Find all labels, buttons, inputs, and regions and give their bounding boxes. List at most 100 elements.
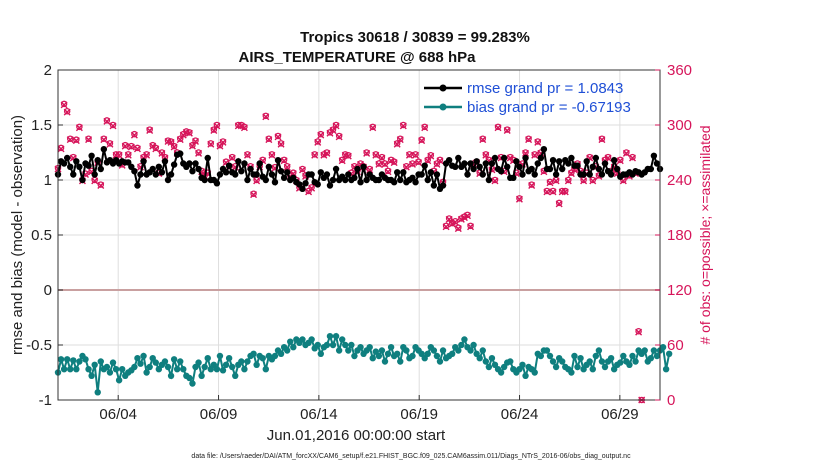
bias-point [88,372,95,379]
obs-possible-marker [146,126,153,133]
rmse-point [595,165,603,173]
obs-possible-marker [482,151,490,158]
y2-tick-label: 0 [667,392,675,409]
obs-possible-marker [549,187,557,195]
bias-point [204,355,211,362]
bias-point [225,355,233,362]
bias-point [449,350,456,357]
obs-assimilated-marker [363,149,371,157]
rmse-point [559,165,566,173]
obs-possible-marker [403,162,410,170]
obs-assimilated-marker [482,151,490,159]
obs-possible-marker [335,132,343,140]
rmse-point [461,160,468,167]
obs-assimilated-marker [63,108,71,116]
rmse-point [225,162,233,169]
obs-assimilated-marker [85,136,93,144]
obs-assimilated-marker [253,177,261,185]
rmse-point [161,158,169,165]
obs-possible-marker [60,100,68,108]
obs-possible-marker [629,153,636,161]
obs-assimilated-marker [393,140,401,148]
rmse-point [70,171,77,178]
obs-possible-marker [268,151,276,158]
obs-assimilated-marker [298,166,306,174]
bias-point [106,369,114,376]
bias-point [559,358,566,365]
obs-possible-marker [244,151,251,158]
obs-assimilated-marker [381,160,389,168]
bias-point [189,380,196,387]
rmse-point [412,179,419,186]
bias-point [650,347,658,354]
obs-possible-marker [121,141,129,149]
obs-possible-marker [323,149,331,156]
bias-point [342,341,349,349]
obs-possible-marker [125,151,132,158]
rmse-point [155,163,163,170]
obs-assimilated-marker [589,177,597,185]
bias-point [134,355,141,362]
bias-point [366,344,373,351]
obs-assimilated-marker [451,218,459,226]
obs-possible-marker [485,156,493,164]
obs-assimilated-marker [243,151,251,159]
obs-assimilated-marker [277,140,285,148]
rmse-point [607,171,615,178]
bias-point [568,369,575,376]
rmse-point [473,158,480,165]
rmse-point [565,160,572,167]
rmse-point [482,160,490,167]
y-tick-label: -0.5 [26,337,52,354]
rmse-point [445,157,453,164]
y2-tick-label: 360 [667,62,692,79]
rmse-point [137,171,144,178]
bias-point [369,355,376,362]
bias-point [470,341,477,349]
bias-point [393,350,401,357]
obs-possible-marker [70,153,77,161]
rmse-point [470,165,477,173]
rmse-point [131,168,138,175]
obs-assimilated-marker [561,188,569,196]
y2-axis-ticks: 0 60 120 180 240 300 360 [655,62,692,409]
obs-possible-marker [543,187,551,195]
bias-point [271,352,279,360]
obs-possible-marker [73,136,80,143]
bias-point [531,369,538,376]
bias-point [299,336,306,343]
obs-assimilated-marker [415,159,423,167]
obs-assimilated-marker [531,151,539,159]
bias-point [91,361,98,368]
obs-assimilated-marker [57,145,65,153]
rmse-point [555,158,563,165]
rmse-point [274,157,282,164]
rmse-point [653,160,661,167]
chart-subtitle: AIRS_TEMPERATURE @ 688 hPa [239,49,477,66]
y2-axis-label: # of obs: o=possible; ×=assimilated [697,125,713,344]
rmse-point [354,165,361,173]
rmse-point [552,171,560,178]
bias-point [164,363,172,371]
bias-point [537,352,545,360]
obs-possible-marker [311,151,318,158]
rmse-point [586,171,593,178]
obs-possible-marker [338,156,346,164]
rmse-point [610,157,618,164]
bias-point [433,352,441,360]
obs-assimilated-marker [396,136,404,144]
rmse-point [430,182,438,189]
obs-possible-marker [635,327,642,335]
obs-assimilated-marker [185,129,193,137]
bias-point [549,358,557,365]
bias-point [219,367,227,374]
bias-point [195,359,202,366]
obs-possible-marker [265,135,273,142]
obs-possible-marker [329,126,337,133]
rmse-point [235,158,242,165]
bias-point [436,358,444,365]
bias-point [177,358,184,365]
obs-assimilated-marker [308,184,316,192]
obs-possible-marker [97,181,105,188]
obs-assimilated-marker [564,177,572,185]
